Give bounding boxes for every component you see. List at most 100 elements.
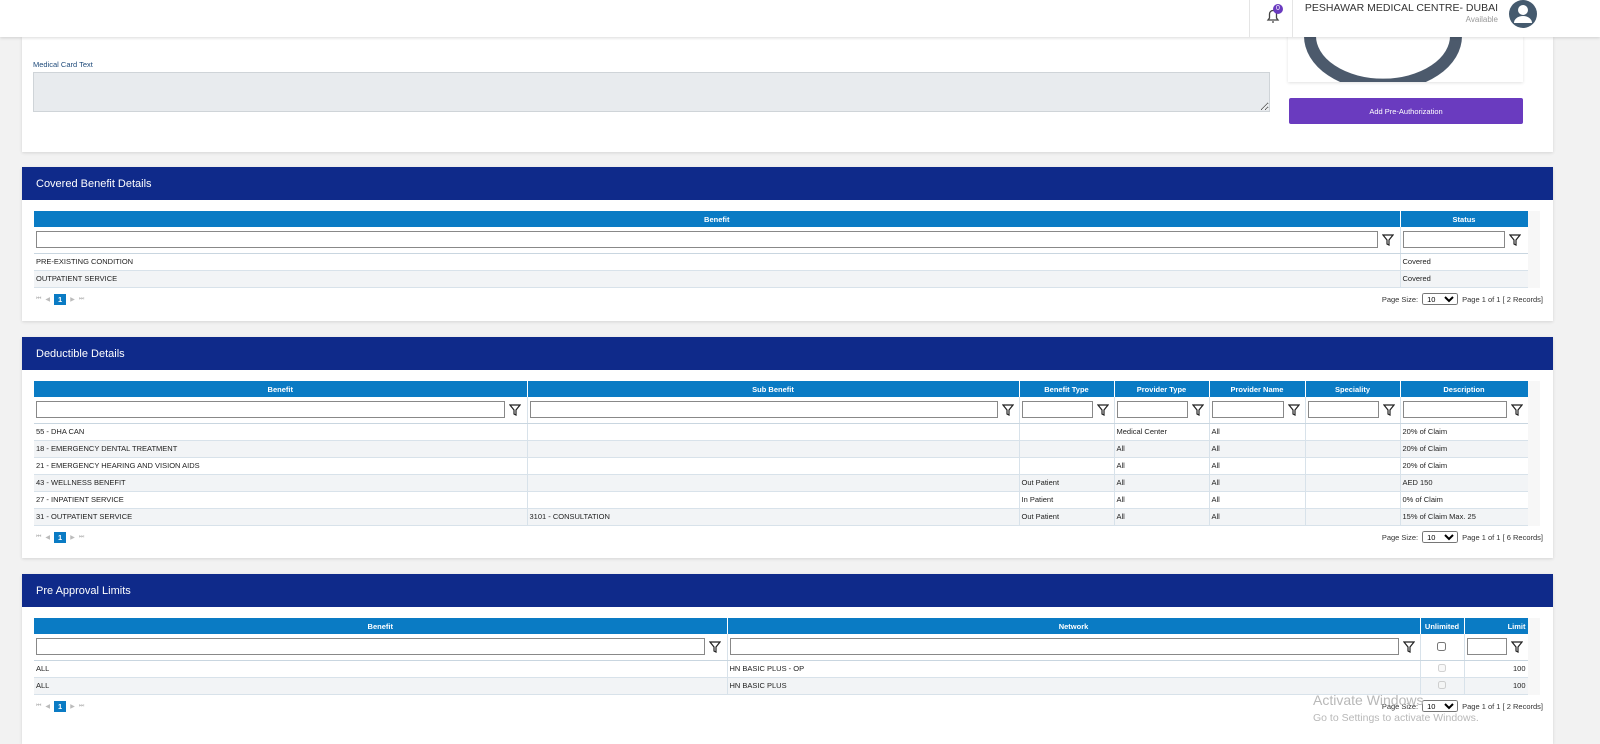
data-row: 43 - WELLNESS BENEFIT Out Patient All All AE… <box>34 474 1529 492</box>
data-cell: All <box>1114 474 1210 492</box>
pager-arrow[interactable]: ⏭ <box>78 702 85 709</box>
filter-button[interactable] <box>1402 641 1415 653</box>
pager-arrow[interactable]: ▶ <box>70 296 75 303</box>
filter-input[interactable] <box>729 638 1399 656</box>
column-header[interactable]: Limit <box>1464 618 1529 634</box>
avatar[interactable] <box>1507 0 1539 31</box>
filter-button[interactable] <box>1381 234 1395 246</box>
filter-input[interactable] <box>1466 638 1507 656</box>
filter-checkbox[interactable] <box>1436 642 1446 652</box>
page-size-select[interactable]: 10 <box>1422 700 1459 712</box>
filter-input[interactable] <box>36 231 1378 249</box>
filter-icon <box>1001 404 1014 416</box>
data-cell: HN BASIC PLUS - OP <box>727 660 1421 678</box>
filter-button[interactable] <box>1287 404 1300 416</box>
filter-input[interactable] <box>1211 401 1284 419</box>
pager-arrow[interactable]: ◀ <box>45 296 51 303</box>
page-size-label: Page Size: <box>1381 532 1419 542</box>
section-title: Covered Benefit Details <box>22 167 1553 200</box>
data-cell <box>1305 423 1401 441</box>
filter-cell <box>34 227 1401 254</box>
page-size-select[interactable]: 10 <box>1422 293 1459 305</box>
pager-page[interactable]: 1 <box>54 700 67 712</box>
data-cell: Covered <box>1400 253 1529 271</box>
pager-arrow[interactable]: ⏭ <box>78 295 85 302</box>
filter-button[interactable] <box>1382 404 1395 416</box>
notifications[interactable]: 0 <box>1249 0 1293 37</box>
data-row: ALL HN BASIC PLUS 100 <box>34 677 1529 695</box>
scrollbar <box>1528 211 1540 288</box>
filter-button[interactable] <box>1191 404 1204 416</box>
pager-page[interactable]: 1 <box>54 293 67 305</box>
pager-arrow[interactable]: ▶ <box>70 703 75 710</box>
data-cell: All <box>1209 423 1306 441</box>
filter-icon <box>1510 641 1523 653</box>
page-size-label: Page Size: <box>1381 701 1419 711</box>
pager-arrow[interactable]: ◀ <box>45 534 51 541</box>
data-grid: Benefit Status PRE-EXISTING CONDITION Cover… <box>34 211 1529 288</box>
filter-input[interactable] <box>1402 231 1505 249</box>
filter-input[interactable] <box>1116 401 1188 419</box>
data-cell: 100 <box>1464 660 1529 678</box>
data-cell: 0% of Claim <box>1400 491 1529 509</box>
column-header[interactable]: Benefit <box>34 618 728 634</box>
data-cell: Out Patient <box>1019 474 1115 492</box>
column-header[interactable]: Provider Type <box>1114 381 1210 397</box>
data-cell: 55 - DHA CAN <box>34 423 528 441</box>
data-grid: Benefit Sub Benefit Benefit Type Provider T… <box>34 381 1529 526</box>
pager-arrow[interactable]: ⏮ <box>36 295 42 302</box>
data-cell: 20% of Claim <box>1400 457 1529 475</box>
data-cell <box>527 457 1020 475</box>
column-header[interactable]: Speciality <box>1305 381 1401 397</box>
data-cell <box>527 474 1020 492</box>
pager-arrow[interactable]: ▶ <box>70 534 75 541</box>
filter-button[interactable] <box>1001 404 1014 416</box>
filter-input[interactable] <box>529 401 998 419</box>
pager-page[interactable]: 1 <box>54 531 67 543</box>
data-cell: All <box>1209 508 1306 526</box>
column-header[interactable]: Benefit <box>34 211 1401 227</box>
add-pre-auth-button[interactable]: Add Pre-Authorization <box>1289 98 1523 124</box>
data-row: 21 - EMERGENCY HEARING AND VISION AIDS Al… <box>34 457 1529 475</box>
card-text[interactable] <box>33 72 1270 112</box>
filter-cell <box>1420 634 1465 661</box>
filter-icon <box>1287 404 1300 416</box>
data-cell: All <box>1209 474 1306 492</box>
filter-button[interactable] <box>708 641 722 653</box>
section-title: Deductible Details <box>22 337 1553 370</box>
filter-button[interactable] <box>1508 234 1521 246</box>
unlimited-checkbox <box>1438 680 1446 689</box>
filter-icon <box>1402 641 1415 653</box>
filter-input[interactable] <box>36 401 505 419</box>
pager-arrow[interactable]: ⏮ <box>36 533 42 540</box>
data-cell <box>1019 440 1115 458</box>
column-header[interactable]: Benefit Type <box>1019 381 1115 397</box>
filter-button[interactable] <box>1096 404 1109 416</box>
filter-input[interactable] <box>1021 401 1093 419</box>
filter-input[interactable] <box>1307 401 1379 419</box>
filter-button[interactable] <box>1510 641 1523 653</box>
column-header[interactable]: Description <box>1400 381 1529 397</box>
filter-button[interactable] <box>1510 404 1523 416</box>
data-cell <box>527 491 1020 509</box>
filter-input[interactable] <box>36 638 705 656</box>
pager-arrow[interactable]: ⏮ <box>36 702 42 709</box>
filter-icon <box>1381 234 1395 246</box>
data-row: ALL HN BASIC PLUS - OP 100 <box>34 660 1529 678</box>
data-cell: All <box>1114 491 1210 509</box>
column-header[interactable]: Network <box>727 618 1421 634</box>
watermark-subtitle: Go to Settings to activate Windows. <box>1313 712 1479 724</box>
column-header[interactable]: Provider Name <box>1209 381 1306 397</box>
filter-button[interactable] <box>508 404 522 416</box>
column-header[interactable]: Unlimited <box>1420 618 1465 634</box>
pager-arrow[interactable]: ⏭ <box>78 533 85 540</box>
pager-arrow[interactable]: ◀ <box>45 703 51 710</box>
page-size-select[interactable]: 10 <box>1422 531 1459 543</box>
filter-input[interactable] <box>1402 401 1507 419</box>
column-header[interactable]: Sub Benefit <box>527 381 1020 397</box>
data-cell: 21 - EMERGENCY HEARING AND VISION AIDS <box>34 457 528 475</box>
column-header[interactable]: Status <box>1400 211 1529 227</box>
header-row: Benefit Sub Benefit Benefit Type Provider T… <box>34 381 1529 397</box>
column-header[interactable]: Benefit <box>34 381 528 397</box>
